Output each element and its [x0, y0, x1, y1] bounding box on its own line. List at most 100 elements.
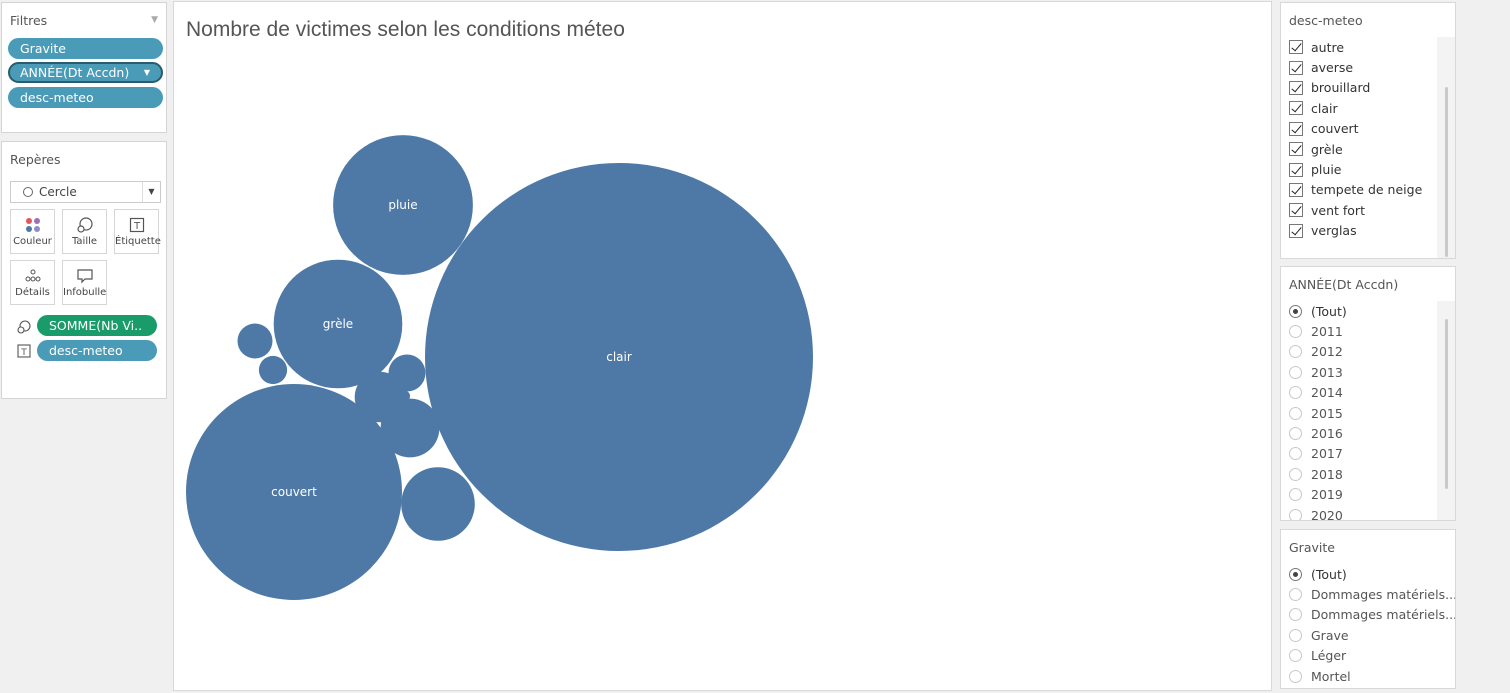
checkbox-item[interactable]: pluie — [1281, 159, 1455, 179]
radio-item[interactable]: 2013 — [1281, 362, 1455, 382]
radio-button[interactable] — [1289, 669, 1302, 683]
checkbox[interactable] — [1289, 182, 1303, 197]
bubble-mark[interactable] — [273, 259, 403, 389]
bubble-label: couvert — [271, 485, 317, 499]
radio-button[interactable] — [1289, 427, 1302, 441]
radio-button[interactable] — [1289, 406, 1302, 420]
checkbox[interactable] — [1289, 203, 1303, 218]
checkbox[interactable] — [1289, 142, 1303, 157]
bubble-mark[interactable] — [186, 384, 402, 600]
radio-item[interactable]: 2018 — [1281, 464, 1455, 484]
radio-label: 2015 — [1311, 405, 1343, 421]
radio-item[interactable]: Grave — [1281, 625, 1455, 645]
bubble-mark[interactable] — [388, 354, 426, 392]
checkbox-item[interactable]: averse — [1281, 57, 1455, 77]
radio-button[interactable] — [1289, 345, 1302, 359]
radio-item[interactable]: 2019 — [1281, 485, 1455, 505]
bubble-mark[interactable] — [333, 135, 473, 275]
label-shelf-pill[interactable]: desc-meteo — [37, 340, 157, 361]
radio-item[interactable]: Mortel — [1281, 666, 1455, 686]
bubble-label: grèle — [323, 317, 353, 331]
checkbox-label: vent fort — [1311, 202, 1365, 218]
bubble-mark[interactable] — [399, 390, 411, 402]
size-icon — [63, 210, 106, 234]
checkbox[interactable] — [1289, 121, 1303, 136]
radio-button[interactable] — [1289, 386, 1302, 400]
radio-label: 2019 — [1311, 487, 1343, 503]
radio-item[interactable]: 2012 — [1281, 342, 1455, 362]
scrollbar[interactable] — [1445, 319, 1448, 489]
radio-item[interactable]: 2017 — [1281, 444, 1455, 464]
bubble-mark[interactable] — [237, 323, 273, 359]
details-button[interactable]: Détails — [10, 260, 55, 305]
checkbox[interactable] — [1289, 223, 1303, 238]
radio-item[interactable]: Dommages matériels... — [1281, 584, 1455, 604]
radio-button[interactable] — [1289, 649, 1302, 663]
radio-button[interactable] — [1289, 628, 1302, 642]
checkbox[interactable] — [1289, 80, 1303, 95]
radio-item[interactable]: (Tout) — [1281, 301, 1455, 321]
checkbox-item[interactable]: verglas — [1281, 221, 1455, 241]
radio-button[interactable] — [1289, 488, 1302, 502]
bubble-mark[interactable] — [258, 355, 288, 385]
radio-button[interactable] — [1289, 588, 1302, 602]
radio-item[interactable]: 2015 — [1281, 403, 1455, 423]
checkbox-label: brouillard — [1311, 80, 1371, 96]
tooltip-button[interactable]: Infobulle — [62, 260, 107, 305]
radio-button[interactable] — [1289, 365, 1302, 379]
color-button[interactable]: Couleur — [10, 209, 55, 254]
radio-button[interactable] — [1289, 508, 1302, 520]
radio-item[interactable]: Léger — [1281, 646, 1455, 666]
bubble-mark[interactable] — [401, 467, 475, 541]
checkbox-item[interactable]: tempete de neige — [1281, 180, 1455, 200]
radio-button[interactable] — [1289, 467, 1302, 481]
radio-button[interactable] — [1289, 325, 1302, 339]
radio-item[interactable]: 2016 — [1281, 423, 1455, 443]
radio-label: Dommages matériels... — [1311, 587, 1455, 603]
size-button[interactable]: Taille — [62, 209, 107, 254]
checkbox-item[interactable]: grèle — [1281, 139, 1455, 159]
checkbox[interactable] — [1289, 101, 1303, 116]
filter-pill-annee[interactable]: ANNÉE(Dt Accdn) ▼ — [8, 62, 163, 83]
scrollbar[interactable] — [1445, 87, 1448, 257]
desc-meteo-filter-card: desc-meteo autre averse brouillard clair cou… — [1280, 2, 1456, 259]
radio-item[interactable]: Dommages matériels... — [1281, 605, 1455, 625]
checkbox-item[interactable]: brouillard — [1281, 78, 1455, 98]
radio-label: (Tout) — [1311, 303, 1347, 319]
gravite-filter-title: Gravite — [1289, 540, 1335, 555]
radio-item[interactable]: 2014 — [1281, 383, 1455, 403]
radio-label: 2016 — [1311, 426, 1343, 442]
bubble-chart: clair couvert pluie grèle — [186, 135, 813, 600]
filter-pill-gravite[interactable]: Gravite — [8, 38, 163, 59]
filters-panel: Filtres ▼ Gravite ANNÉE(Dt Accdn) ▼ desc… — [1, 2, 167, 133]
chevron-down-icon[interactable]: ▼ — [142, 182, 160, 202]
filter-pill-desc-meteo[interactable]: desc-meteo — [8, 87, 163, 108]
radio-label: (Tout) — [1311, 566, 1347, 582]
annee-filter-card: ANNÉE(Dt Accdn) (Tout) 2011 2012 2013 2014 20… — [1280, 266, 1456, 521]
checkbox-item[interactable]: autre — [1281, 37, 1455, 57]
size-shelf-pill[interactable]: SOMME(Nb Vi.. — [37, 315, 157, 336]
checkbox-item[interactable]: couvert — [1281, 119, 1455, 139]
details-icon — [11, 261, 54, 285]
radio-item[interactable]: 2011 — [1281, 321, 1455, 341]
radio-item[interactable]: 2020 — [1281, 505, 1455, 520]
radio-button[interactable] — [1289, 567, 1302, 581]
mark-type-select[interactable]: Cercle ▼ — [10, 181, 161, 203]
checkbox-item[interactable]: vent fort — [1281, 200, 1455, 220]
checkbox[interactable] — [1289, 40, 1303, 55]
radio-button[interactable] — [1289, 608, 1302, 622]
gravite-filter-card: Gravite (Tout) Dommages matériels... Domma… — [1280, 529, 1456, 689]
checkbox-item[interactable]: clair — [1281, 98, 1455, 118]
size-icon — [17, 319, 31, 334]
checkbox[interactable] — [1289, 60, 1303, 75]
collapse-icon[interactable]: ▼ — [151, 15, 158, 25]
bubble-mark[interactable] — [425, 163, 813, 551]
label-icon: T — [115, 210, 158, 234]
checkbox[interactable] — [1289, 162, 1303, 177]
label-button[interactable]: T Étiquette — [114, 209, 161, 254]
radio-item[interactable]: (Tout) — [1281, 564, 1455, 584]
radio-button[interactable] — [1289, 447, 1302, 461]
radio-button[interactable] — [1289, 304, 1302, 318]
dropdown-caret-icon[interactable]: ▼ — [143, 68, 150, 77]
